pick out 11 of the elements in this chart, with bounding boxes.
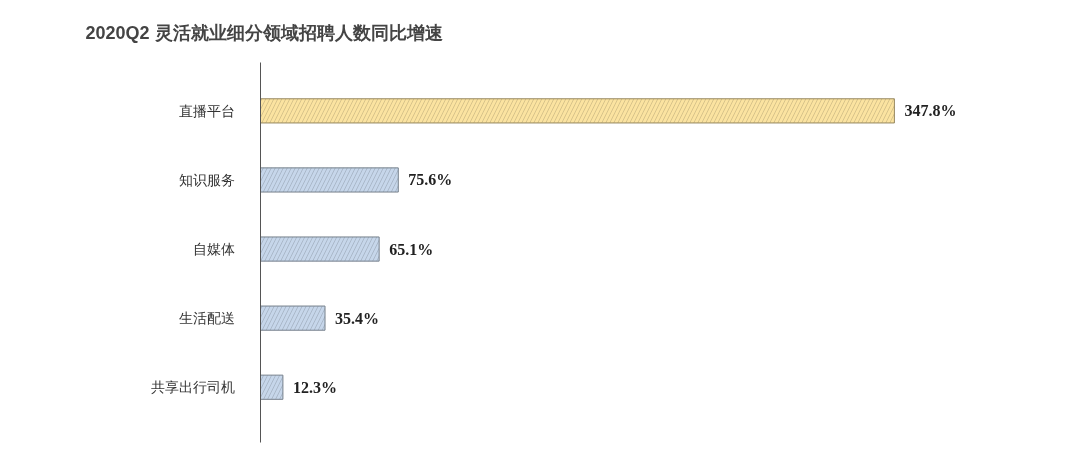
y-tick-label: 生活配送 <box>178 310 235 327</box>
data-label: 75.6% <box>408 171 453 189</box>
data-label: 12.3% <box>292 378 337 396</box>
y-tick-label: 自媒体 <box>192 241 235 258</box>
y-tick-label: 直播平台 <box>178 102 235 119</box>
y-tick-label: 共享出行司机 <box>150 379 235 396</box>
data-label: 65.1% <box>389 240 434 258</box>
y-tick-label: 知识服务 <box>178 171 235 188</box>
data-label: 35.4% <box>335 309 380 327</box>
data-label: 347.8% <box>904 102 957 120</box>
chart-title: 2020Q2 灵活就业细分领域招聘人数同比增速 <box>85 22 443 43</box>
